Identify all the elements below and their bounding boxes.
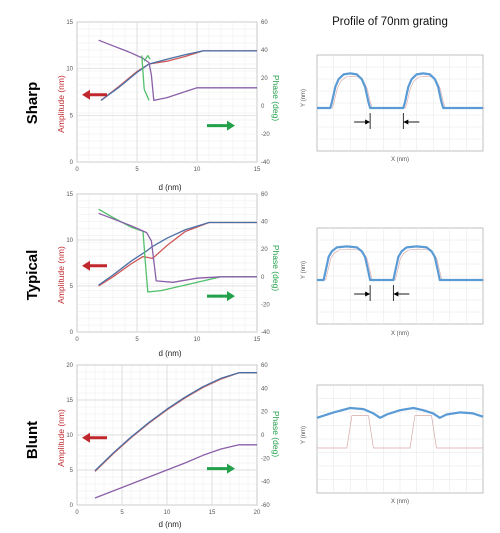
gap-arrowhead-left — [365, 119, 371, 125]
typical-amplitude-axis-label: Amplitude (nm) — [56, 246, 66, 304]
x-tick-label: 10 — [194, 337, 201, 343]
y-right-tick-label: 20 — [261, 410, 268, 416]
blunt-profile-y-label: Y (nm) — [301, 426, 307, 444]
sharp-amp-phase-series-3 — [141, 55, 150, 101]
y-left-tick-label: 5 — [70, 284, 74, 290]
y-left-tick-label: 10 — [66, 238, 73, 244]
amplitude-arrow-head — [82, 89, 90, 100]
y-right-tick-label: 0 — [261, 433, 265, 439]
blunt-profile-x-label: X (nm) — [391, 499, 409, 505]
typical-profile-chart — [316, 227, 485, 325]
y-left-tick-label: 10 — [66, 67, 73, 73]
x-tick-label: 10 — [194, 167, 201, 173]
blunt-profile-line — [316, 406, 484, 419]
y-right-tick-label: 60 — [261, 20, 268, 26]
sharp-amp-phase-series-2 — [98, 39, 257, 102]
y-right-tick-label: -60 — [261, 503, 270, 509]
reference-grating-line — [317, 415, 483, 449]
y-right-tick-label: 0 — [261, 275, 265, 281]
y-right-tick-label: -20 — [261, 456, 270, 462]
typical-phase-axis-label: Phase (deg) — [271, 245, 281, 291]
x-tick-label: 0 — [75, 337, 79, 343]
y-right-tick-label: 20 — [261, 76, 268, 82]
y-right-tick-label: 60 — [261, 363, 268, 369]
y-left-tick-label: 0 — [70, 160, 74, 166]
y-right-tick-label: 60 — [261, 192, 268, 198]
y-right-tick-label: -20 — [261, 302, 270, 308]
blunt-amplitude-axis-label: Amplitude (nm) — [56, 409, 66, 467]
y-right-tick-label: 20 — [261, 247, 268, 253]
x-tick-label: 0 — [75, 510, 79, 516]
y-right-tick-label: -40 — [261, 330, 270, 336]
sharp-profile-line — [317, 72, 483, 110]
x-tick-label: 5 — [135, 167, 139, 173]
sharp-amplitude-axis-label: Amplitude (nm) — [56, 75, 66, 133]
y-right-tick-label: 40 — [261, 48, 268, 54]
y-left-tick-label: 10 — [66, 433, 73, 439]
typical-amp-phase-series-3 — [98, 212, 257, 283]
typical-profile-y-label: Y (nm) — [301, 261, 307, 279]
amplitude-arrow-head — [82, 432, 90, 443]
blunt-profile-chart — [316, 384, 484, 494]
blunt-phase-axis-label: Phase (deg) — [271, 411, 281, 457]
typical-x-axis-label: d (nm) — [158, 349, 181, 358]
x-tick-label: 15 — [254, 337, 261, 343]
sharp-profile-chart — [316, 54, 485, 152]
x-tick-label: 5 — [135, 337, 139, 343]
y-right-tick-label: 40 — [261, 220, 268, 226]
amplitude-arrow-head — [82, 260, 90, 271]
row-label-typical: Typical — [24, 250, 41, 301]
x-tick-label: 0 — [75, 167, 79, 173]
x-tick-label: 5 — [120, 510, 124, 516]
blunt-amp-phase-series-2 — [94, 444, 257, 499]
sharp-phase-axis-label: Phase (deg) — [271, 75, 281, 121]
y-left-tick-label: 20 — [66, 363, 73, 369]
y-right-tick-label: -40 — [261, 480, 270, 486]
sharp-profile-x-label: X (nm) — [391, 157, 409, 163]
gap-arrowhead-right — [393, 291, 399, 297]
gap-arrowhead-right — [403, 119, 409, 125]
y-right-tick-label: 0 — [261, 104, 265, 110]
phase-arrow-head — [227, 291, 235, 302]
typical-profile-x-label: X (nm) — [391, 331, 409, 337]
row-label-sharp: Sharp — [24, 82, 41, 125]
blunt-amp-phase-series-1 — [94, 372, 257, 472]
x-tick-label: 20 — [254, 510, 261, 516]
sharp-amp-phase-series-1 — [100, 50, 257, 101]
sharp-amp-phase-series-4 — [143, 54, 151, 62]
y-right-tick-label: 40 — [261, 386, 268, 392]
phase-arrow-head — [227, 120, 235, 131]
x-tick-label: 15 — [209, 510, 216, 516]
row-label-blunt: Blunt — [24, 421, 41, 459]
sharp-x-axis-label: d (nm) — [158, 183, 181, 192]
y-left-tick-label: 5 — [70, 113, 74, 119]
y-left-tick-label: 15 — [66, 192, 73, 198]
y-left-tick-label: 15 — [66, 398, 73, 404]
sharp-profile-y-label: Y (nm) — [301, 89, 307, 107]
y-left-tick-label: 0 — [70, 330, 74, 336]
profile-title: Profile of 70nm grating — [332, 16, 448, 28]
typical-profile-line — [317, 245, 483, 282]
gap-arrowhead-left — [365, 291, 371, 297]
blunt-x-axis-label: d (nm) — [158, 520, 181, 529]
y-right-tick-label: -40 — [261, 160, 270, 166]
y-right-tick-label: -20 — [261, 132, 270, 138]
phase-arrow-head — [227, 463, 235, 474]
x-tick-label: 15 — [254, 167, 261, 173]
y-left-tick-label: 5 — [70, 468, 74, 474]
y-left-tick-label: 15 — [66, 20, 73, 26]
x-tick-label: 10 — [164, 510, 171, 516]
y-left-tick-label: 0 — [70, 503, 74, 509]
